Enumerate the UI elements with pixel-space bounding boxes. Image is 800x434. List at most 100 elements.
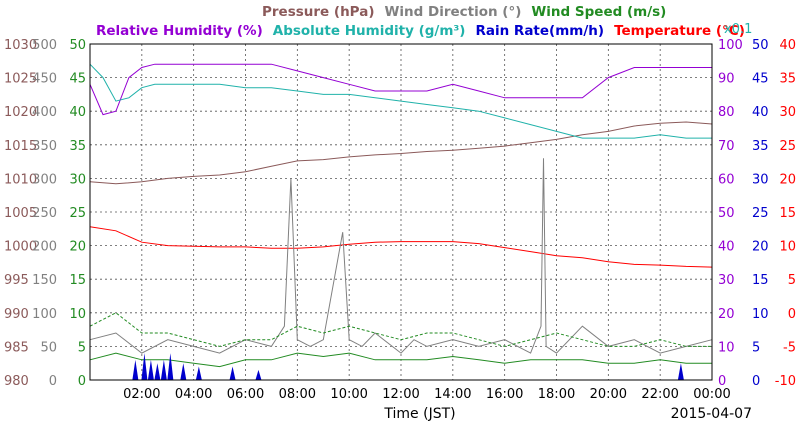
y-tick-pressure: 1015: [4, 139, 37, 154]
y-tick-rain-rate: 30: [752, 172, 769, 187]
x-tick-label: 16:00: [486, 387, 523, 402]
y-tick-wind-direction: 100: [32, 307, 57, 322]
rain-rate-spike: [141, 353, 148, 380]
y-tick-temperature: 30: [779, 105, 796, 120]
rain-rate-spike: [154, 363, 161, 380]
y-tick-wind-speed: 20: [69, 240, 86, 255]
y-tick-wind-direction: 350: [32, 139, 57, 154]
series-wind-direction: [89, 158, 713, 354]
x-tick-label: 20:00: [590, 387, 627, 402]
y-tick-temperature: 40: [779, 38, 796, 53]
legend-entry: Absolute Humidity (g/m³): [273, 23, 466, 39]
x-tick-label: 08:00: [279, 387, 316, 402]
series-temperature-c: [89, 226, 713, 268]
y-tick-temperature: 35: [779, 72, 796, 87]
legend-entry: Rain Rate(mm/h): [475, 23, 604, 39]
y-tick-wind-speed: 40: [69, 105, 86, 120]
series-pressure-hpa: [89, 121, 713, 185]
y-tick-pressure: 985: [4, 340, 29, 355]
y-tick-wind-speed: 45: [69, 72, 86, 87]
y-tick-pressure: 1020: [4, 105, 37, 120]
y-tick-rain-rate: 0: [752, 374, 760, 389]
y-tick-humidity: 60: [718, 172, 735, 187]
y-tick-humidity: 80: [718, 105, 735, 120]
rain-rate-spike: [195, 366, 202, 380]
y-tick-temperature: 10: [779, 240, 796, 255]
y-tick-pressure: 1010: [4, 172, 37, 187]
abs-humidity-scale-label: x0.1: [724, 22, 752, 37]
x-tick-label: 14:00: [434, 387, 471, 402]
rain-rate-spike: [147, 359, 154, 380]
y-tick-rain-rate: 5: [752, 340, 760, 355]
series-wind-speed-m-s-max: [89, 312, 712, 347]
y-tick-humidity: 50: [718, 206, 735, 221]
legend-entry: Temperature (°C): [614, 23, 745, 39]
y-tick-rain-rate: 45: [752, 72, 769, 87]
x-tick-label: 04:00: [175, 387, 212, 402]
plot-frame: [89, 43, 713, 381]
legend-entry: Wind Direction (°): [385, 4, 522, 20]
x-tick-label: 10:00: [330, 387, 367, 402]
y-tick-wind-speed: 15: [69, 273, 86, 288]
legend-entry: Relative Humidity (%): [96, 23, 263, 39]
y-tick-wind-direction: 500: [32, 38, 57, 53]
x-tick-label: 00:00: [693, 387, 730, 402]
y-tick-rain-rate: 50: [752, 38, 769, 53]
y-tick-humidity: 40: [718, 240, 735, 255]
y-tick-humidity: 90: [718, 72, 735, 87]
y-tick-humidity: 30: [718, 273, 735, 288]
series-wind-speed-m-s: [89, 352, 712, 368]
y-tick-pressure: 1025: [4, 72, 37, 87]
y-tick-wind-direction: 150: [32, 273, 57, 288]
y-tick-wind-speed: 5: [78, 340, 86, 355]
y-tick-pressure: 1005: [4, 206, 37, 221]
y-tick-wind-direction: 50: [40, 340, 57, 355]
x-axis: 02:00 04:00 06:00 08:00 10:00 12:00 14:00 16:00…: [123, 387, 752, 422]
series-relative-humidity: [89, 63, 712, 116]
legend-entry: Wind Speed (m/s): [531, 4, 666, 20]
y-tick-temperature: -5: [783, 340, 796, 355]
legend-row: Relative Humidity (%) Absolute Humidity (…: [96, 23, 745, 39]
y-tick-wind-speed: 30: [69, 172, 86, 187]
rain-rate-spike: [180, 363, 187, 380]
rain-rate-spike: [167, 353, 174, 380]
y-tick-humidity: 10: [718, 340, 735, 355]
y-tick-humidity: 100: [718, 38, 743, 53]
y-tick-pressure: 1030: [4, 38, 37, 53]
y-tick-wind-speed: 10: [69, 307, 86, 322]
rain-rate-spike: [132, 359, 139, 380]
y-tick-wind-speed: 35: [69, 139, 86, 154]
y-tick-temperature: -10: [775, 374, 796, 389]
y-tick-wind-direction: 0: [49, 374, 57, 389]
y-tick-pressure: 990: [4, 307, 29, 322]
rain-rate-spike: [229, 366, 236, 380]
x-tick-label: 06:00: [227, 387, 264, 402]
y-tick-pressure: 1000: [4, 240, 37, 255]
chart-grid: [90, 44, 712, 380]
rain-rate-spike: [255, 369, 262, 380]
x-tick-label: 02:00: [123, 387, 160, 402]
y-tick-rain-rate: 40: [752, 105, 769, 120]
date-label: 2015-04-07: [671, 406, 752, 422]
y-tick-wind-speed: 50: [69, 38, 86, 53]
y-tick-wind-direction: 400: [32, 105, 57, 120]
y-tick-rain-rate: 20: [752, 240, 769, 255]
y-tick-rain-rate: 15: [752, 273, 769, 288]
series-absolute-humidity-g-m: [89, 63, 712, 139]
y-tick-rain-rate: 10: [752, 307, 769, 322]
legend-entry: Pressure (hPa): [262, 4, 375, 20]
y-tick-wind-direction: 200: [32, 240, 57, 255]
y-tick-humidity: 0: [718, 374, 726, 389]
x-axis-label: Time (JST): [383, 406, 455, 422]
y-tick-pressure: 995: [4, 273, 29, 288]
x-tick-label: 18:00: [538, 387, 575, 402]
chart-series: [89, 63, 713, 380]
x-tick-label: 12:00: [382, 387, 419, 402]
y-tick-wind-speed: 0: [78, 374, 86, 389]
y-tick-temperature: 0: [788, 307, 796, 322]
y-tick-rain-rate: 35: [752, 139, 769, 154]
y-tick-humidity: 70: [718, 139, 735, 154]
rain-rate-spike: [677, 363, 684, 380]
y-tick-temperature: 20: [779, 172, 796, 187]
